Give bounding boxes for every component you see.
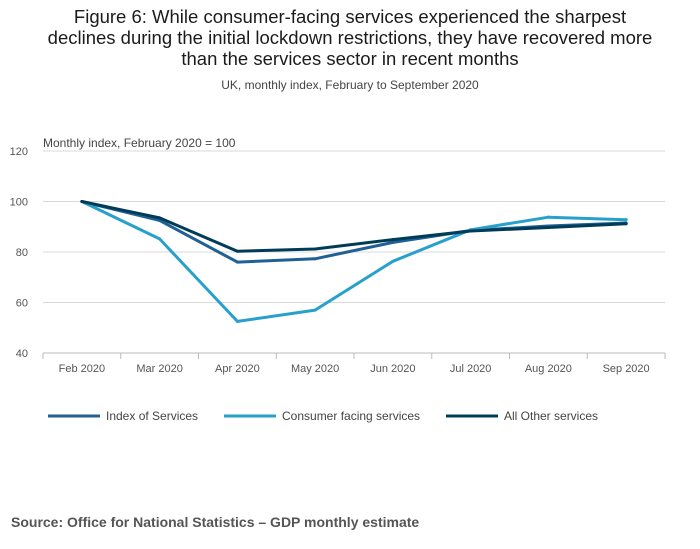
data-point	[235, 319, 239, 323]
chart-title-line: declines during the initial lockdown res…	[47, 27, 653, 48]
chart-subtitle: UK, monthly index, February to September…	[221, 78, 479, 92]
y-tick-label: 100	[10, 197, 28, 209]
x-tick-label: Sep 2020	[603, 363, 650, 375]
y-tick-label: 40	[16, 348, 28, 360]
series-line	[80, 200, 628, 323]
x-tick-label: Apr 2020	[215, 363, 260, 375]
legend-label: All Other services	[504, 409, 598, 423]
data-point	[313, 308, 317, 312]
legend: Index of Services Consumer facing service…	[48, 409, 598, 423]
series-line	[80, 200, 628, 253]
data-point	[391, 238, 395, 242]
chart-title: Figure 6: While consumer-facing services…	[20, 6, 680, 69]
data-point	[391, 259, 395, 263]
y-axis-label: Monthly index, February 2020 = 100	[43, 136, 236, 150]
y-tick-label: 80	[16, 247, 28, 259]
x-tick-label: Jun 2020	[370, 363, 415, 375]
y-axis: 40 60 80 100 120	[10, 146, 28, 360]
data-point	[391, 240, 395, 244]
y-tick-label: 120	[10, 146, 28, 158]
x-tick-label: Feb 2020	[59, 363, 105, 375]
data-point	[235, 260, 239, 264]
data-point	[624, 222, 628, 226]
data-point	[546, 215, 550, 219]
data-point	[546, 226, 550, 230]
x-axis: Feb 2020 Mar 2020 Apr 2020 May 2020 Jun 2020…	[42, 352, 666, 375]
x-tick-label: May 2020	[291, 363, 339, 375]
chart-title-line: than the services sector in recent month…	[181, 48, 519, 69]
data-point	[158, 216, 162, 220]
data-point	[469, 229, 473, 233]
x-tick-label: Mar 2020	[136, 363, 182, 375]
chart-title-line: Figure 6: While consumer-facing services…	[73, 6, 627, 27]
y-tick-label: 60	[16, 298, 28, 310]
legend-label: Index of Services	[106, 409, 198, 423]
x-tick-label: Jul 2020	[450, 363, 492, 375]
data-point	[158, 237, 162, 241]
series-lines	[80, 200, 628, 323]
data-point	[624, 218, 628, 222]
data-point	[313, 247, 317, 251]
source-note: Source: Office for National Statistics –…	[11, 514, 420, 530]
series-line	[80, 200, 628, 264]
data-point	[80, 200, 84, 203]
x-tick-label: Aug 2020	[525, 363, 572, 375]
data-point	[313, 257, 317, 261]
data-point	[235, 249, 239, 253]
legend-label: Consumer facing services	[282, 409, 420, 423]
